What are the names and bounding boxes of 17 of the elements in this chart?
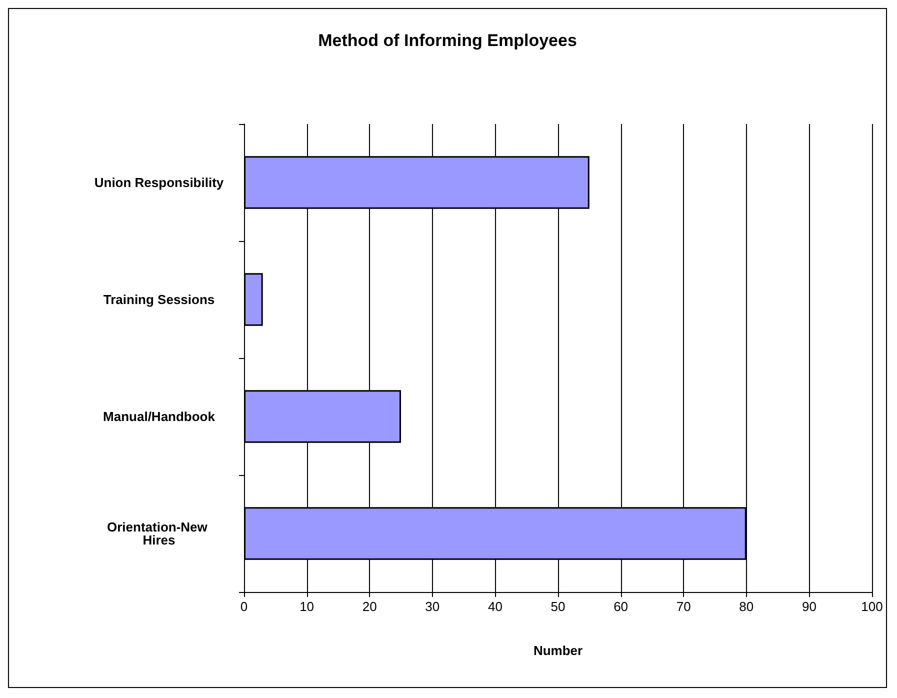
x-tick-label: 20 [362, 599, 377, 614]
y-tick-label: Manual/Handbook [103, 409, 216, 424]
x-tick-label: 60 [614, 599, 628, 614]
x-tick-label: 50 [550, 599, 566, 614]
x-axis-title: Number [533, 643, 583, 658]
y-tick-label: Training Sessions [103, 292, 215, 307]
x-tick-label: 40 [488, 599, 502, 614]
chart-title: Method of Informing Employees [318, 31, 577, 50]
x-tick-label: 0 [240, 599, 248, 614]
x-tick-label: 100 [861, 599, 883, 614]
x-tick-label: 30 [425, 599, 440, 614]
y-tick-label: Orientation-New Hires [106, 520, 212, 548]
x-tick-label: 10 [300, 599, 314, 614]
y-tick-label: Union Responsibility [94, 175, 224, 190]
x-tick-label: 80 [739, 599, 754, 614]
x-tick-label: 70 [676, 599, 691, 614]
x-tick-label: 90 [802, 599, 816, 614]
